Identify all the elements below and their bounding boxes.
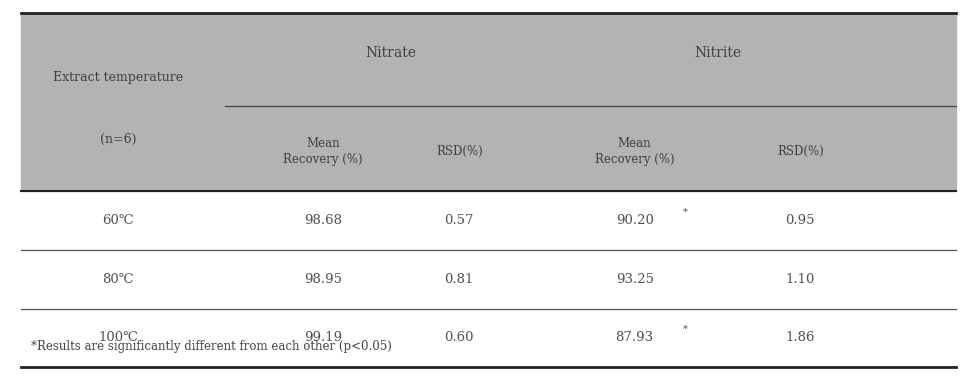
Text: RSD(%): RSD(%) [436,145,483,158]
Text: RSD(%): RSD(%) [777,145,824,158]
Text: 87.93: 87.93 [616,332,654,345]
Text: *: * [683,207,688,217]
Text: Mean
Recovery (%): Mean Recovery (%) [595,137,674,166]
Text: 98.95: 98.95 [304,273,342,286]
Text: 0.57: 0.57 [445,214,474,227]
Text: 0.95: 0.95 [786,214,815,227]
Text: *Results are significantly different from each other (p<0.05): *Results are significantly different fro… [30,340,392,353]
Text: Nitrate: Nitrate [365,45,416,60]
Text: 60℃: 60℃ [103,214,134,227]
Text: Extract temperature: Extract temperature [53,71,184,84]
Text: 100℃: 100℃ [99,332,139,345]
Text: 93.25: 93.25 [616,273,654,286]
Text: (n=6): (n=6) [100,133,137,146]
Text: Nitrite: Nitrite [694,45,741,60]
Text: 90.20: 90.20 [616,214,654,227]
Text: 98.68: 98.68 [304,214,342,227]
Text: 1.10: 1.10 [786,273,815,286]
Text: 1.86: 1.86 [786,332,815,345]
Text: 80℃: 80℃ [103,273,134,286]
Text: *: * [683,325,688,334]
Text: 99.19: 99.19 [304,332,342,345]
Text: 0.60: 0.60 [445,332,474,345]
Text: 0.81: 0.81 [445,273,474,286]
Text: Mean
Recovery (%): Mean Recovery (%) [283,137,362,166]
